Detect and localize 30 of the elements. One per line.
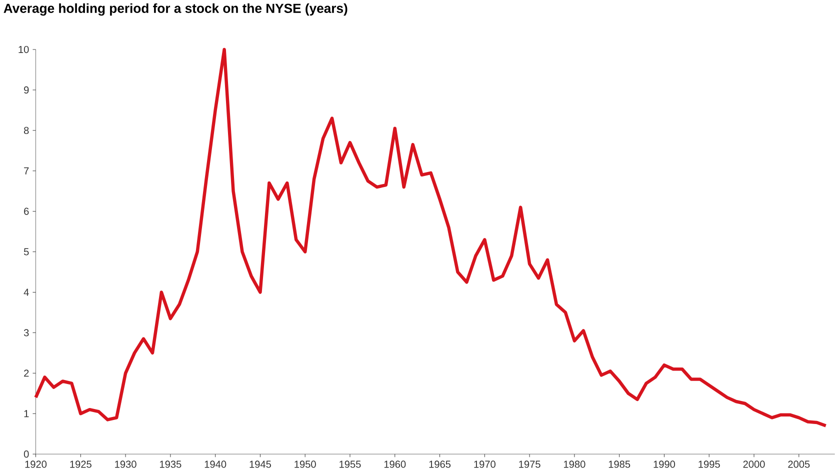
y-tick-label: 3 bbox=[24, 329, 29, 336]
y-tick-label: 4 bbox=[24, 288, 29, 296]
y-tick-label: 2 bbox=[24, 370, 29, 377]
x-tick-label: 2000 bbox=[743, 460, 765, 468]
x-tick-label: 1995 bbox=[698, 460, 720, 468]
x-tick-label: 2005 bbox=[788, 460, 810, 468]
x-tick-label: 1965 bbox=[429, 460, 451, 468]
x-tick-label: 1990 bbox=[654, 460, 676, 468]
y-tick-label: 7 bbox=[24, 167, 29, 174]
x-tick-label: 1930 bbox=[115, 460, 136, 468]
x-tick-label: 1960 bbox=[384, 460, 406, 468]
y-tick-label: 10 bbox=[18, 46, 29, 53]
x-tick-label: 1980 bbox=[564, 460, 586, 468]
y-tick-label: 1 bbox=[24, 410, 29, 418]
chart-title: Average holding period for a stock on the NYSE (years) bbox=[4, 3, 348, 16]
x-tick-label: 1920 bbox=[25, 460, 47, 468]
y-tick-label: 0 bbox=[24, 450, 29, 458]
x-tick-label: 1940 bbox=[204, 460, 226, 468]
y-tick-label: 6 bbox=[24, 208, 29, 215]
y-tick-label: 9 bbox=[24, 86, 29, 94]
y-tick-label: 8 bbox=[24, 126, 29, 134]
y-tick-label: 5 bbox=[24, 248, 29, 256]
x-tick-label: 1935 bbox=[160, 460, 182, 468]
x-tick-label: 1950 bbox=[294, 460, 316, 468]
x-tick-label: 1970 bbox=[474, 460, 496, 468]
x-tick-label: 1925 bbox=[70, 460, 92, 468]
x-tick-label: 1975 bbox=[519, 460, 540, 468]
x-tick-label: 1945 bbox=[250, 460, 271, 468]
x-tick-label: 1985 bbox=[608, 460, 630, 468]
x-tick-label: 1955 bbox=[340, 460, 361, 468]
